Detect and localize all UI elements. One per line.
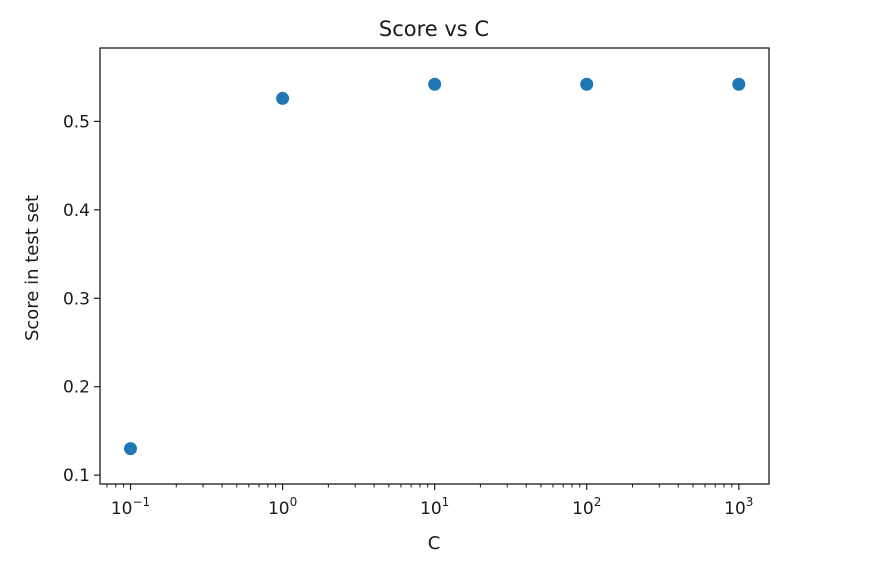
x-tick-label: 100 xyxy=(268,495,297,519)
data-point-0 xyxy=(124,442,138,456)
x-tick-label: 101 xyxy=(420,495,449,519)
x-tick-label: 103 xyxy=(724,495,753,519)
y-tick-label: 0.5 xyxy=(63,112,90,132)
data-point-4 xyxy=(732,77,746,91)
data-point-2 xyxy=(428,77,442,91)
chart-title: Score vs C xyxy=(379,17,489,41)
y-tick-label: 0.4 xyxy=(63,201,90,221)
y-tick-label: 0.3 xyxy=(63,289,90,309)
x-axis-label: C xyxy=(428,533,441,554)
data-points xyxy=(124,77,746,456)
y-tick-label: 0.2 xyxy=(63,378,90,398)
plot-area-frame xyxy=(99,47,770,485)
data-point-3 xyxy=(580,77,594,91)
y-tick-label: 0.1 xyxy=(63,466,90,486)
axis-ticks: 0.1 0.2 0.3 0.4 0.5 10−1 100 101 102 103 xyxy=(63,112,753,519)
x-tick-label: 10−1 xyxy=(111,495,150,519)
data-point-1 xyxy=(276,91,290,105)
y-axis-label: Score in test set xyxy=(22,195,43,341)
x-tick-label: 102 xyxy=(572,495,601,519)
